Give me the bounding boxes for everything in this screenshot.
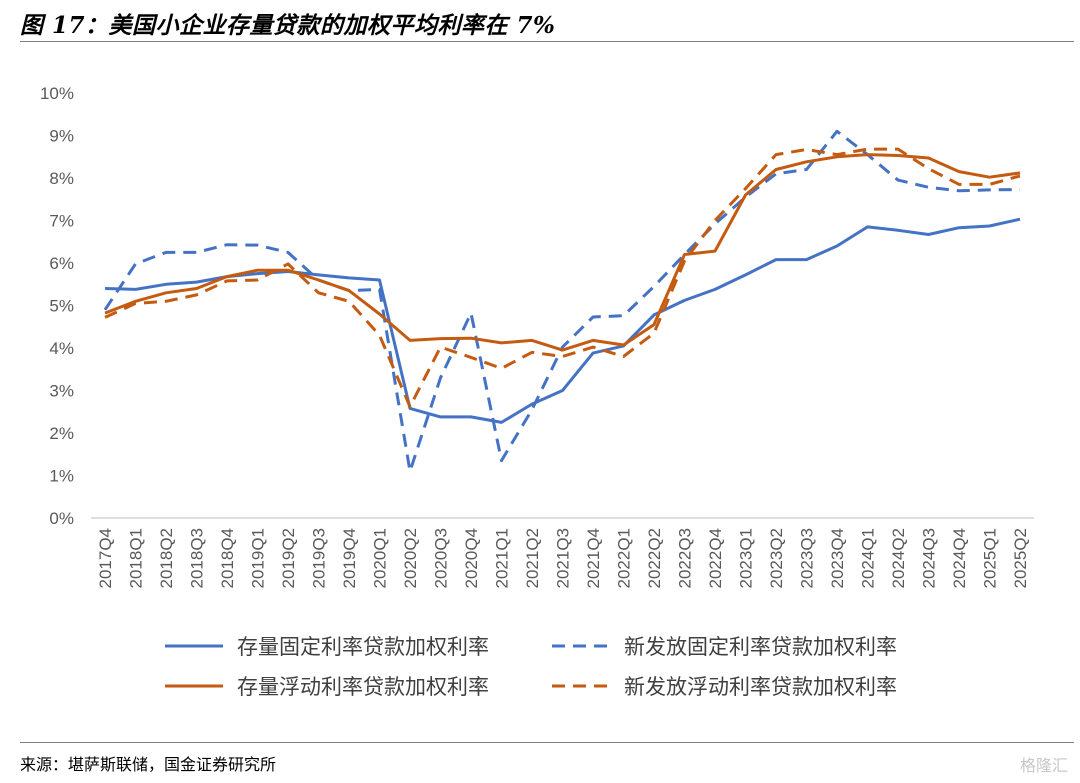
- y-tick-label: 7%: [49, 212, 74, 231]
- x-tick-label: 2017Q4: [96, 528, 115, 589]
- x-tick-label: 2024Q4: [950, 528, 969, 589]
- x-tick-label: 2020Q1: [371, 528, 390, 589]
- x-tick-label: 2018Q2: [157, 528, 176, 589]
- title-divider: [20, 41, 1074, 42]
- x-axis-tick-labels: 2017Q4 2018Q1 2018Q2 2018Q3 2018Q4 2019Q1 2019…: [96, 528, 1030, 589]
- x-tick-label: 2023Q2: [767, 528, 786, 589]
- x-tick-label: 2021Q3: [554, 528, 573, 589]
- x-tick-label: 2018Q1: [127, 528, 146, 589]
- x-tick-label: 2020Q4: [462, 528, 481, 589]
- x-tick-label: 2019Q4: [340, 528, 359, 589]
- y-tick-label: 2%: [49, 424, 74, 443]
- y-tick-label: 1%: [49, 467, 74, 486]
- figure-title: 图 17：美国小企业存量贷款的加权平均利率在 7%: [20, 12, 556, 39]
- footer-divider: [20, 742, 1074, 743]
- x-tick-label: 2018Q4: [218, 528, 237, 589]
- x-tick-label: 2024Q1: [859, 528, 878, 589]
- source-note: 来源：堪萨斯联储，国金证券研究所: [20, 755, 277, 774]
- x-tick-label: 2022Q2: [645, 528, 664, 589]
- line-chart: 0% 1% 2% 3% 4% 5% 6% 7% 8% 9% 10% 2017Q4 2018Q1 2018…: [40, 84, 1034, 699]
- x-tick-label: 2019Q3: [310, 528, 329, 589]
- y-axis-tick-labels: 0% 1% 2% 3% 4% 5% 6% 7% 8% 9% 10%: [40, 84, 74, 528]
- x-tick-label: 2025Q2: [1011, 528, 1030, 589]
- x-tick-label: 2018Q3: [188, 528, 207, 589]
- x-tick-label: 2021Q4: [584, 528, 603, 589]
- x-tick-label: 2019Q1: [249, 528, 268, 589]
- legend-label: 新发放浮动利率贷款加权利率: [624, 675, 897, 699]
- x-tick-label: 2023Q4: [828, 528, 847, 589]
- y-tick-label: 4%: [49, 339, 74, 358]
- legend-label: 新发放固定利率贷款加权利率: [624, 635, 897, 659]
- y-tick-label: 6%: [49, 254, 74, 273]
- y-tick-label: 3%: [49, 382, 74, 401]
- y-tick-label: 10%: [40, 84, 74, 103]
- x-tick-label: 2022Q3: [676, 528, 695, 589]
- x-tick-label: 2025Q1: [981, 528, 1000, 589]
- legend-label: 存量浮动利率贷款加权利率: [237, 675, 489, 699]
- watermark-logo: 格隆汇: [1019, 756, 1068, 775]
- x-tick-label: 2024Q3: [920, 528, 939, 589]
- legend-label: 存量固定利率贷款加权利率: [237, 635, 489, 659]
- y-tick-label: 8%: [49, 169, 74, 188]
- x-tick-label: 2019Q2: [279, 528, 298, 589]
- y-tick-label: 0%: [49, 509, 74, 528]
- x-tick-label: 2020Q3: [432, 528, 451, 589]
- x-tick-label: 2023Q3: [798, 528, 817, 589]
- x-tick-label: 2022Q4: [706, 528, 725, 589]
- x-tick-label: 2024Q2: [889, 528, 908, 589]
- series-line-1: [104, 217, 1021, 424]
- x-tick-label: 2023Q1: [737, 528, 756, 589]
- y-tick-label: 9%: [49, 127, 74, 146]
- series-line-4: [104, 147, 1021, 409]
- x-tick-label: 2022Q1: [615, 528, 634, 589]
- x-tick-label: 2021Q2: [523, 528, 542, 589]
- series-line-3: [104, 153, 1021, 352]
- series-line-2: [103, 129, 1021, 473]
- series-lines: [103, 129, 1021, 473]
- x-tick-label: 2021Q1: [493, 528, 512, 589]
- x-tick-label: 2020Q2: [401, 528, 420, 589]
- y-tick-label: 5%: [49, 297, 74, 316]
